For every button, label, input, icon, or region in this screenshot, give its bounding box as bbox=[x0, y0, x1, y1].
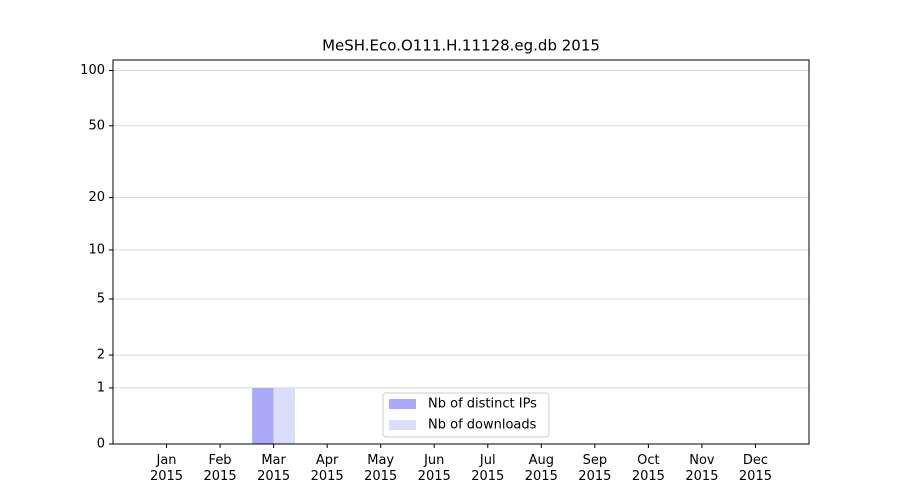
legend-label: Nb of downloads bbox=[428, 418, 537, 433]
x-tick-label: Mar 2015 bbox=[257, 453, 291, 484]
x-tick-label: Oct 2015 bbox=[631, 453, 665, 484]
x-tick-label: Aug 2015 bbox=[524, 453, 558, 484]
x-tick-label: Nov 2015 bbox=[685, 453, 719, 484]
y-tick-label: 50 bbox=[88, 118, 105, 133]
chart-title: MeSH.Eco.O111.H.11128.eg.db 2015 bbox=[322, 37, 600, 55]
y-tick-label: 2 bbox=[97, 348, 105, 363]
legend: Nb of distinct IPs Nb of downloads bbox=[382, 392, 550, 438]
x-tick-label: Jun 2015 bbox=[417, 453, 451, 484]
y-tick-label: 20 bbox=[88, 190, 105, 205]
plot-frame bbox=[112, 59, 810, 445]
x-tick-label: Sep 2015 bbox=[578, 453, 612, 484]
x-tick-label: May 2015 bbox=[364, 453, 398, 484]
legend-swatch bbox=[389, 420, 416, 430]
x-tick-label: Dec 2015 bbox=[738, 453, 772, 484]
y-tick-label: 1 bbox=[97, 380, 105, 395]
x-tick-label: Apr 2015 bbox=[310, 453, 344, 484]
x-tick-label: Jan 2015 bbox=[149, 453, 184, 484]
y-tick-label: 100 bbox=[80, 63, 105, 78]
bar bbox=[273, 387, 296, 444]
legend-box bbox=[382, 392, 550, 438]
legend-swatch bbox=[389, 399, 416, 409]
y-tick-label: 0 bbox=[97, 437, 105, 452]
y-tick-label: 10 bbox=[88, 242, 105, 257]
x-tick-label: Feb 2015 bbox=[203, 453, 237, 484]
bar bbox=[252, 387, 274, 444]
legend-label: Nb of distinct IPs bbox=[428, 397, 537, 412]
y-tick-label: 5 bbox=[97, 291, 105, 306]
x-tick-label: Jul 2015 bbox=[471, 453, 505, 484]
